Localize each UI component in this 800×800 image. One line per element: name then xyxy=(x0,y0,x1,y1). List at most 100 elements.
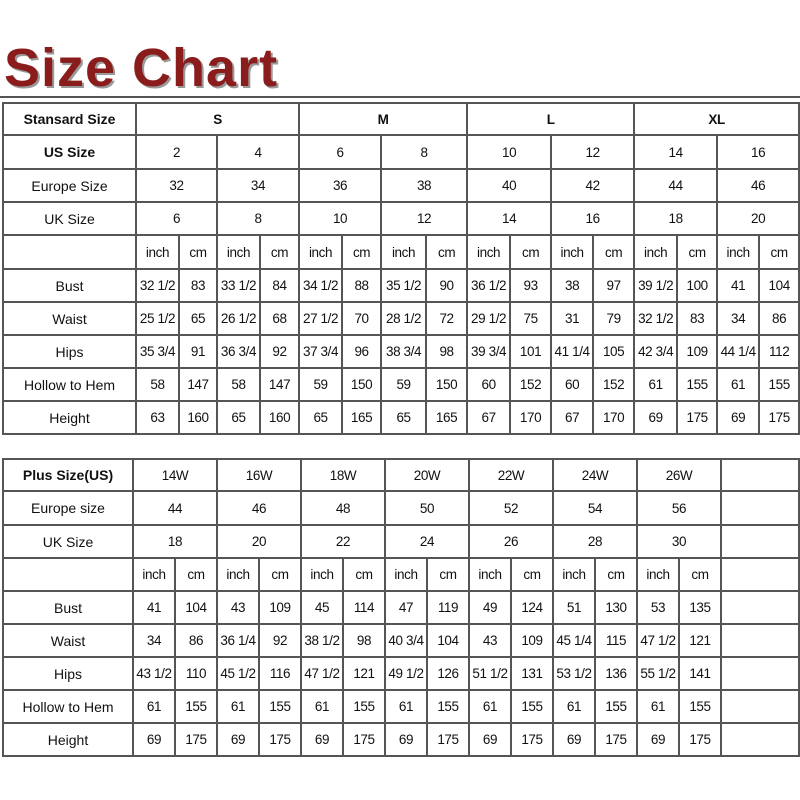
unit-inch: inch xyxy=(466,234,512,270)
measurement-value: 69 xyxy=(216,722,260,757)
uk-size-row: UK Size 18 20 22 24 26 28 30 xyxy=(2,524,800,559)
measurement-value: 147 xyxy=(178,367,218,402)
measurement-value: 69 xyxy=(384,722,428,757)
measurement-value: 32 1/2 xyxy=(135,268,180,303)
measurement-value: 69 xyxy=(552,722,596,757)
unit-inch: inch xyxy=(132,557,176,592)
europe-size: 34 xyxy=(215,168,301,203)
measurement-value: 79 xyxy=(592,301,636,336)
measurement-value: 26 1/2 xyxy=(216,301,261,336)
measurement-value: 61 xyxy=(384,689,428,724)
europe-size: 48 xyxy=(300,490,386,526)
measurement-value: 37 3/4 xyxy=(298,334,344,369)
measurement-value: 39 3/4 xyxy=(466,334,512,369)
measurement-value: 91 xyxy=(178,334,218,369)
europe-size: 54 xyxy=(552,490,638,526)
measurement-value: 88 xyxy=(341,268,383,303)
measurement-value: 175 xyxy=(258,722,302,757)
row-label: Europe Size xyxy=(2,168,137,203)
measurement-value: 39 1/2 xyxy=(633,268,679,303)
us-size: 8 xyxy=(380,134,469,170)
uk-size-row: UK Size 6 8 10 12 14 16 18 20 xyxy=(2,201,800,236)
measurement-value: 110 xyxy=(174,656,218,691)
measurement-value: 104 xyxy=(174,590,218,625)
measurement-value: 38 1/2 xyxy=(300,623,344,658)
measurement-value: 165 xyxy=(425,400,469,435)
measurement-value: 35 3/4 xyxy=(135,334,180,369)
row-label: Bust xyxy=(2,268,137,303)
measurement-value: 63 xyxy=(135,400,180,435)
measurement-value: 27 1/2 xyxy=(298,301,344,336)
measurement-value: 152 xyxy=(592,367,636,402)
measurement-value: 38 xyxy=(550,268,595,303)
measurement-value: 61 xyxy=(633,367,679,402)
measurement-value: 121 xyxy=(678,623,722,658)
row-label: Hollow to Hem xyxy=(2,367,137,402)
measurement-value: 175 xyxy=(758,400,800,435)
measurement-value: 160 xyxy=(178,400,218,435)
size-group: M xyxy=(298,102,469,136)
measurement-value: 147 xyxy=(258,367,301,402)
measurement-value: 109 xyxy=(676,334,719,369)
measurement-value: 43 xyxy=(216,590,260,625)
measurement-value: 104 xyxy=(758,268,800,303)
measurement-value: 60 xyxy=(550,367,595,402)
plus-size: 22W xyxy=(468,458,554,492)
measurement-value: 155 xyxy=(678,689,722,724)
measurement-value: 92 xyxy=(258,334,301,369)
measurement-value: 53 1/2 xyxy=(552,656,596,691)
measurement-value: 61 xyxy=(636,689,680,724)
europe-size: 42 xyxy=(550,168,636,203)
europe-size-row: Europe size 44 46 48 50 52 54 56 xyxy=(2,490,800,526)
empty-cell xyxy=(720,722,800,757)
measurement-value: 69 xyxy=(633,400,679,435)
measurement-value: 60 xyxy=(466,367,512,402)
unit-cm: cm xyxy=(258,557,302,592)
measurement-value: 69 xyxy=(132,722,176,757)
row-label: Hips xyxy=(2,334,137,369)
europe-size: 44 xyxy=(132,490,218,526)
unit-inch: inch xyxy=(216,557,260,592)
measurement-value: 44 1/4 xyxy=(716,334,761,369)
empty-cell xyxy=(720,590,800,625)
size-group: L xyxy=(466,102,636,136)
measurement-value: 45 1/2 xyxy=(216,656,260,691)
row-label: Height xyxy=(2,722,134,757)
measurement-value: 59 xyxy=(298,367,344,402)
measurement-value: 175 xyxy=(174,722,218,757)
measurement-value: 33 1/2 xyxy=(216,268,261,303)
measurement-row: Height 69 175 69 175 69 175 69 175 69 175 69 175 69 17… xyxy=(2,722,800,757)
unit-cm: cm xyxy=(174,557,218,592)
row-label: Bust xyxy=(2,590,134,625)
measurement-value: 175 xyxy=(426,722,470,757)
unit-cm: cm xyxy=(676,234,719,270)
measurement-value: 59 xyxy=(380,367,428,402)
measurement-value: 47 xyxy=(384,590,428,625)
empty-cell xyxy=(720,557,800,592)
uk-size: 14 xyxy=(466,201,553,236)
measurement-row: Hollow to Hem 61 155 61 155 61 155 61 155 61 155 61… xyxy=(2,689,800,724)
measurement-value: 47 1/2 xyxy=(636,623,680,658)
measurement-value: 165 xyxy=(341,400,383,435)
us-size: 10 xyxy=(466,134,553,170)
uk-size: 20 xyxy=(216,524,302,559)
measurement-value: 70 xyxy=(341,301,383,336)
europe-size: 56 xyxy=(636,490,722,526)
measurement-value: 175 xyxy=(594,722,638,757)
measurement-value: 84 xyxy=(258,268,301,303)
measurement-value: 65 xyxy=(178,301,218,336)
row-label: Europe size xyxy=(2,490,134,526)
measurement-row: Bust 41 104 43 109 45 114 47 119 49 124 51 130 53 135 xyxy=(2,590,800,625)
measurement-value: 58 xyxy=(135,367,180,402)
measurement-value: 90 xyxy=(425,268,469,303)
row-label: Waist xyxy=(2,623,134,658)
plus-size: 24W xyxy=(552,458,638,492)
measurement-value: 31 xyxy=(550,301,595,336)
measurement-row: Hips 35 3/4 91 36 3/4 92 37 3/4 96 38 3/4 98 39 3… xyxy=(2,334,800,369)
measurement-value: 55 1/2 xyxy=(636,656,680,691)
us-size: 6 xyxy=(298,134,383,170)
measurement-value: 150 xyxy=(425,367,469,402)
unit-inch: inch xyxy=(552,557,596,592)
plus-size: 18W xyxy=(300,458,386,492)
measurement-value: 175 xyxy=(678,722,722,757)
